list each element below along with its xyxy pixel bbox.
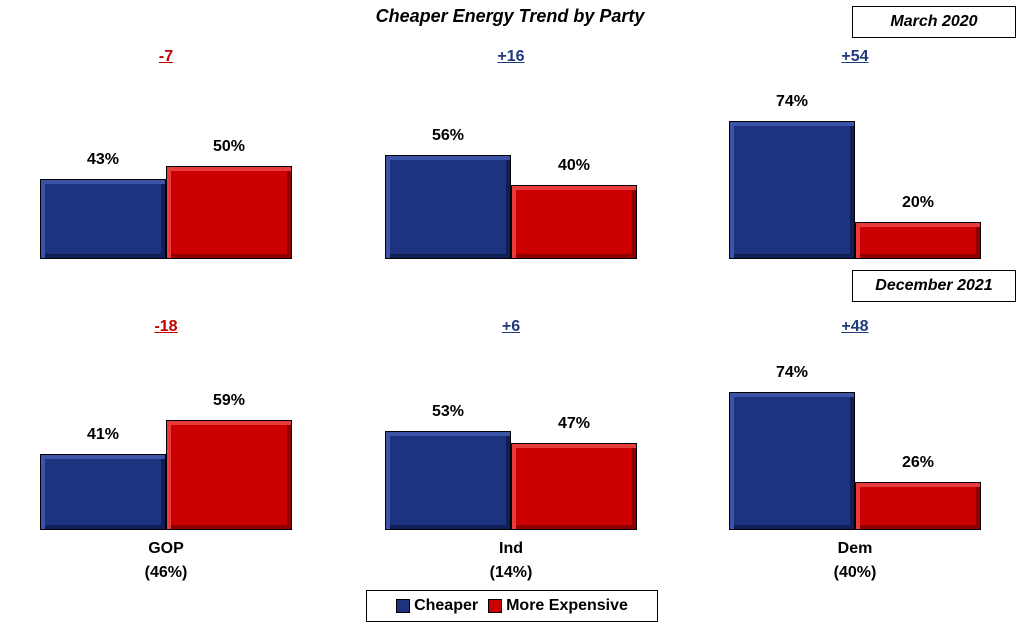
bar-more-expensive-ind — [511, 184, 637, 259]
value-label-cheaper-dem: 74% — [775, 364, 809, 382]
value-label-more-expensive-dem: 20% — [901, 193, 935, 211]
bar-more-expensive-gop — [166, 420, 292, 530]
value-label-cheaper-dem: 74% — [775, 93, 809, 111]
difference-label-dem: +48 — [841, 318, 869, 335]
difference-label-ind: +6 — [501, 318, 521, 335]
value-label-more-expensive-dem: 26% — [901, 453, 935, 471]
difference-label-gop: -18 — [154, 318, 178, 335]
legend-swatch-cheaper — [396, 599, 411, 613]
legend-item-cheaper: Cheaper — [396, 597, 478, 615]
category-label-ind: Ind — [499, 540, 523, 557]
bar-more-expensive-dem — [855, 221, 981, 259]
value-label-cheaper-gop: 43% — [86, 151, 120, 169]
bar-cheaper-ind — [385, 154, 511, 259]
bar-more-expensive-ind — [511, 442, 637, 530]
bar-cheaper-gop — [40, 179, 166, 259]
bar-cheaper-dem — [729, 121, 855, 259]
chart-title: Cheaper Energy Trend by Party — [375, 6, 645, 26]
bar-more-expensive-dem — [855, 481, 981, 530]
legend-swatch-more-expensive — [488, 599, 503, 613]
bar-cheaper-ind — [385, 431, 511, 530]
value-label-more-expensive-ind: 47% — [557, 414, 591, 432]
category-share-dem: (40%) — [833, 564, 877, 581]
period-label-march-2020: March 2020 — [852, 6, 1016, 38]
category-label-gop: GOP — [148, 540, 184, 557]
legend-label-cheaper: Cheaper — [414, 597, 479, 614]
category-share-gop: (46%) — [144, 564, 188, 581]
legend-label-more-expensive: More Expensive — [506, 597, 628, 614]
value-label-cheaper-gop: 41% — [86, 425, 120, 443]
value-label-more-expensive-ind: 40% — [557, 156, 591, 174]
bar-cheaper-dem — [729, 392, 855, 530]
legend-item-more-expensive: More Expensive — [488, 597, 628, 615]
bar-more-expensive-gop — [166, 166, 292, 259]
difference-label-ind: +16 — [497, 48, 525, 65]
difference-label-dem: +54 — [841, 48, 869, 65]
category-share-ind: (14%) — [489, 564, 533, 581]
value-label-more-expensive-gop: 50% — [212, 138, 246, 155]
difference-label-gop: -7 — [158, 48, 174, 65]
value-label-cheaper-ind: 53% — [431, 403, 465, 421]
bar-cheaper-gop — [40, 453, 166, 530]
value-label-more-expensive-gop: 59% — [212, 392, 246, 410]
period-label-december-2021: December 2021 — [852, 270, 1016, 302]
value-label-cheaper-ind: 56% — [431, 126, 465, 144]
legend: Cheaper More Expensive — [366, 590, 658, 622]
category-label-dem: Dem — [837, 540, 873, 557]
